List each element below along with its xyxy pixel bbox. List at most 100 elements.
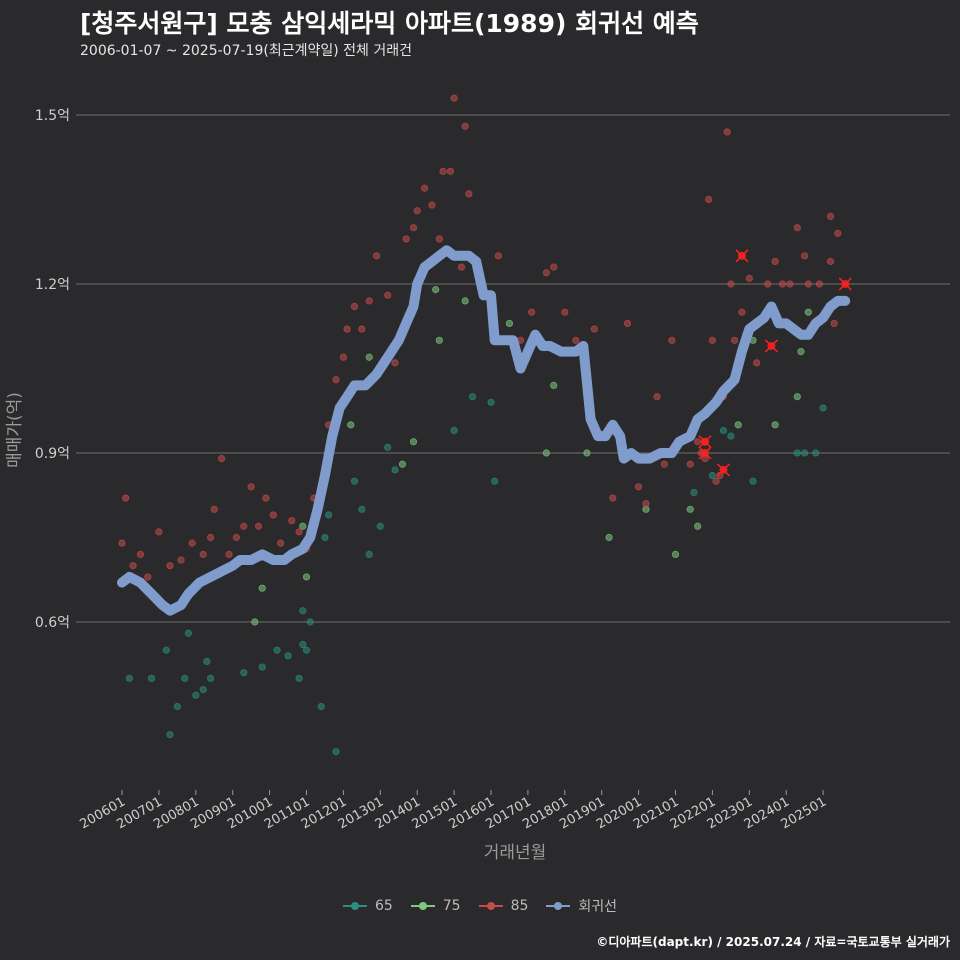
data-point-65 [321, 533, 329, 542]
data-point-65 [306, 618, 314, 626]
y-tick-label: 1.2억 [35, 277, 70, 293]
grid-lines [76, 114, 950, 623]
data-point-85 [210, 505, 218, 513]
highlight-cross [698, 446, 712, 460]
legend-swatch-75 [410, 900, 435, 912]
data-point-65 [299, 640, 307, 649]
legend-item-regression[interactable]: 회귀선 [546, 896, 617, 916]
data-point-65 [295, 674, 303, 682]
data-point-85 [225, 550, 233, 559]
highlight-cross [735, 249, 749, 263]
data-point-85 [350, 302, 359, 311]
data-point-85 [332, 376, 340, 384]
data-point-65 [317, 702, 325, 711]
data-point-85 [240, 522, 248, 530]
data-point-85 [686, 460, 694, 468]
data-point-85 [402, 235, 410, 243]
data-point-75 [347, 421, 355, 429]
x-axis-label: 거래년월 [484, 843, 547, 863]
data-point-85 [218, 455, 226, 463]
chart-subtitle: 2006-01-07 ~ 2025-07-19(최근계약일) 전체 거래건 [80, 43, 412, 59]
legend-item-65[interactable]: 65 [342, 896, 393, 916]
data-point-65 [203, 657, 211, 666]
data-point-85 [572, 336, 580, 344]
data-point-85 [653, 393, 661, 401]
data-point-85 [118, 539, 126, 547]
data-point-85 [826, 257, 835, 266]
data-point-75 [432, 286, 440, 294]
data-point-85 [590, 325, 598, 333]
data-point-75 [302, 573, 311, 581]
data-point-85 [660, 460, 669, 468]
data-point-85 [177, 556, 185, 564]
data-point-75 [583, 449, 591, 457]
data-point-65 [819, 404, 827, 412]
data-point-65 [166, 731, 174, 739]
data-point-75 [365, 353, 373, 361]
data-point-85 [694, 438, 702, 446]
data-point-75 [542, 449, 550, 457]
data-point-85 [527, 308, 536, 316]
data-point-85 [247, 483, 255, 491]
data-point-85 [609, 494, 617, 502]
data-point-65 [719, 426, 728, 435]
data-point-75 [671, 550, 680, 559]
data-point-75 [398, 460, 407, 468]
data-point-85 [738, 308, 746, 316]
data-point-85 [494, 252, 502, 260]
data-point-75 [797, 347, 805, 356]
data-point-85 [358, 325, 366, 333]
chart-title: [청주서원구] 모충 삼익세라믹 아파트(1989) 회귀선 예측 [80, 9, 699, 38]
data-point-85 [830, 319, 838, 328]
data-point-65 [125, 674, 133, 682]
data-point-85 [450, 94, 458, 102]
data-point-65 [801, 449, 809, 457]
data-point-85 [764, 280, 772, 288]
data-point-85 [815, 280, 824, 288]
scatter-points [118, 94, 842, 756]
data-point-75 [258, 584, 266, 592]
data-point-85 [771, 257, 779, 266]
data-point-85 [727, 280, 735, 288]
data-point-65 [384, 443, 392, 451]
data-point-65 [365, 550, 373, 559]
data-point-65 [302, 646, 311, 654]
data-point-75 [605, 533, 613, 542]
highlight-markers [698, 249, 852, 477]
data-point-65 [192, 691, 200, 699]
data-point-85 [391, 359, 399, 367]
data-point-65 [749, 477, 757, 485]
data-point-85 [745, 274, 753, 282]
data-point-85 [262, 494, 270, 502]
y-axis-ticks: 0.6억 0.9억 1.2억 1.5억 [35, 108, 70, 631]
data-point-85 [365, 297, 373, 305]
data-point-65 [690, 488, 698, 497]
data-point-85 [254, 522, 263, 530]
data-point-85 [826, 212, 835, 220]
data-point-65 [273, 646, 281, 654]
data-point-85 [793, 224, 801, 232]
data-point-65 [162, 646, 170, 654]
data-point-65 [391, 466, 399, 474]
highlight-cross [698, 435, 712, 449]
data-point-85 [409, 224, 418, 232]
data-point-65 [487, 398, 495, 406]
data-point-85 [457, 263, 466, 271]
legend-item-75[interactable]: 75 [410, 896, 461, 916]
data-point-85 [166, 562, 174, 570]
data-point-85 [435, 235, 443, 243]
legend-label-regression: 회귀선 [578, 899, 618, 915]
data-point-65 [258, 663, 266, 671]
data-point-85 [277, 539, 285, 547]
legend-item-85[interactable]: 85 [478, 896, 528, 916]
data-point-65 [199, 685, 207, 694]
data-point-85 [188, 539, 196, 547]
x-axis-ticks: 2006012007012008012009012010012011012012… [78, 790, 829, 832]
data-point-85 [712, 477, 720, 485]
data-point-75 [505, 319, 514, 328]
data-point-85 [122, 494, 130, 502]
data-point-65 [325, 511, 333, 519]
data-point-85 [778, 280, 787, 288]
highlight-cross [764, 339, 778, 353]
